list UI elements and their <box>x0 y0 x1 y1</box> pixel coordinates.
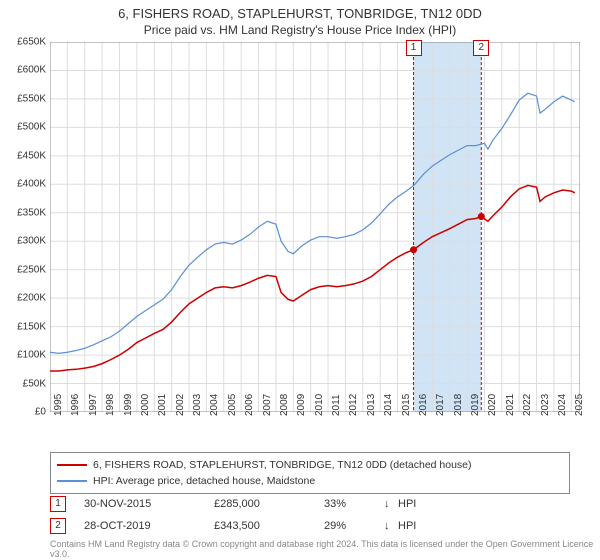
x-axis-label: 2003 <box>192 394 203 416</box>
y-axis-label: £250K <box>17 264 46 275</box>
x-axis-label: 2022 <box>522 394 533 416</box>
x-axis-label: 2012 <box>348 394 359 416</box>
x-axis-label: 2016 <box>418 394 429 416</box>
x-axis-label: 1999 <box>123 394 134 416</box>
sales-arrow-2: ↓ <box>384 520 398 532</box>
x-axis-label: 2009 <box>296 394 307 416</box>
x-axis-label: 1998 <box>105 394 116 416</box>
y-axis-label: £500K <box>17 122 46 133</box>
y-axis-label: £100K <box>17 350 46 361</box>
sales-price-1: £285,000 <box>214 498 324 510</box>
legend-swatch-red <box>57 464 87 466</box>
x-axis-label: 2017 <box>435 394 446 416</box>
legend-row-1: 6, FISHERS ROAD, STAPLEHURST, TONBRIDGE,… <box>57 457 563 473</box>
x-axis-label: 2021 <box>505 394 516 416</box>
x-axis-label: 2018 <box>453 394 464 416</box>
y-axis-label: £150K <box>17 321 46 332</box>
sales-hpi-1: HPI <box>398 498 438 510</box>
x-axis-label: 2008 <box>279 394 290 416</box>
x-axis-label: 2010 <box>314 394 325 416</box>
chart-marker-1: 1 <box>406 40 422 56</box>
y-axis-label: £350K <box>17 207 46 218</box>
chart-marker-2: 2 <box>473 40 489 56</box>
x-axis-label: 1996 <box>70 394 81 416</box>
x-axis-label: 2023 <box>540 394 551 416</box>
x-axis-label: 2011 <box>331 394 342 416</box>
x-axis-label: 2014 <box>383 394 394 416</box>
x-axis-label: 1995 <box>53 394 64 416</box>
y-axis-label: £600K <box>17 65 46 76</box>
x-axis-label: 2004 <box>209 394 220 416</box>
x-axis-label: 2005 <box>227 394 238 416</box>
sales-hpi-2: HPI <box>398 520 438 532</box>
y-axis-label: £550K <box>17 93 46 104</box>
sales-marker-2: 2 <box>50 518 66 534</box>
chart-title: 6, FISHERS ROAD, STAPLEHURST, TONBRIDGE,… <box>0 0 600 21</box>
sales-price-2: £343,500 <box>214 520 324 532</box>
legend-label-2: HPI: Average price, detached house, Maid… <box>93 475 315 487</box>
x-axis-label: 2006 <box>244 394 255 416</box>
legend-label-1: 6, FISHERS ROAD, STAPLEHURST, TONBRIDGE,… <box>93 459 472 471</box>
sales-pct-1: 33% <box>324 498 384 510</box>
x-axis-label: 2015 <box>401 394 412 416</box>
y-axis-label: £200K <box>17 293 46 304</box>
y-axis-label: £400K <box>17 179 46 190</box>
x-axis-label: 2024 <box>557 394 568 416</box>
x-axis-label: 1997 <box>88 394 99 416</box>
y-axis-label: £650K <box>17 37 46 48</box>
x-axis-label: 2019 <box>470 394 481 416</box>
y-axis-label: £300K <box>17 236 46 247</box>
chart-container: 6, FISHERS ROAD, STAPLEHURST, TONBRIDGE,… <box>0 0 600 560</box>
sales-arrow-1: ↓ <box>384 498 398 510</box>
sales-date-1: 30-NOV-2015 <box>84 498 214 510</box>
x-axis-label: 2025 <box>574 394 585 416</box>
legend-box: 6, FISHERS ROAD, STAPLEHURST, TONBRIDGE,… <box>50 452 570 494</box>
sales-row-2: 2 28-OCT-2019 £343,500 29% ↓ HPI <box>50 516 438 536</box>
legend-row-2: HPI: Average price, detached house, Maid… <box>57 473 563 489</box>
legend-swatch-blue <box>57 480 87 482</box>
sales-marker-1: 1 <box>50 496 66 512</box>
y-axis-label: £450K <box>17 150 46 161</box>
y-axis-label: £0 <box>35 407 46 418</box>
chart-subtitle: Price paid vs. HM Land Registry's House … <box>0 21 600 41</box>
sales-pct-2: 29% <box>324 520 384 532</box>
x-axis-label: 2001 <box>157 394 168 416</box>
chart-svg <box>50 42 580 412</box>
sales-date-2: 28-OCT-2019 <box>84 520 214 532</box>
footer-text: Contains HM Land Registry data © Crown c… <box>50 540 600 560</box>
x-axis-label: 2020 <box>487 394 498 416</box>
x-axis-label: 2002 <box>175 394 186 416</box>
x-axis-label: 2007 <box>262 394 273 416</box>
sales-row-1: 1 30-NOV-2015 £285,000 33% ↓ HPI <box>50 494 438 514</box>
sales-table: 1 30-NOV-2015 £285,000 33% ↓ HPI 2 28-OC… <box>50 494 438 538</box>
y-axis-label: £50K <box>23 378 46 389</box>
x-axis-label: 2000 <box>140 394 151 416</box>
x-axis-label: 2013 <box>366 394 377 416</box>
chart-area: £0£50K£100K£150K£200K£250K£300K£350K£400… <box>50 42 580 412</box>
